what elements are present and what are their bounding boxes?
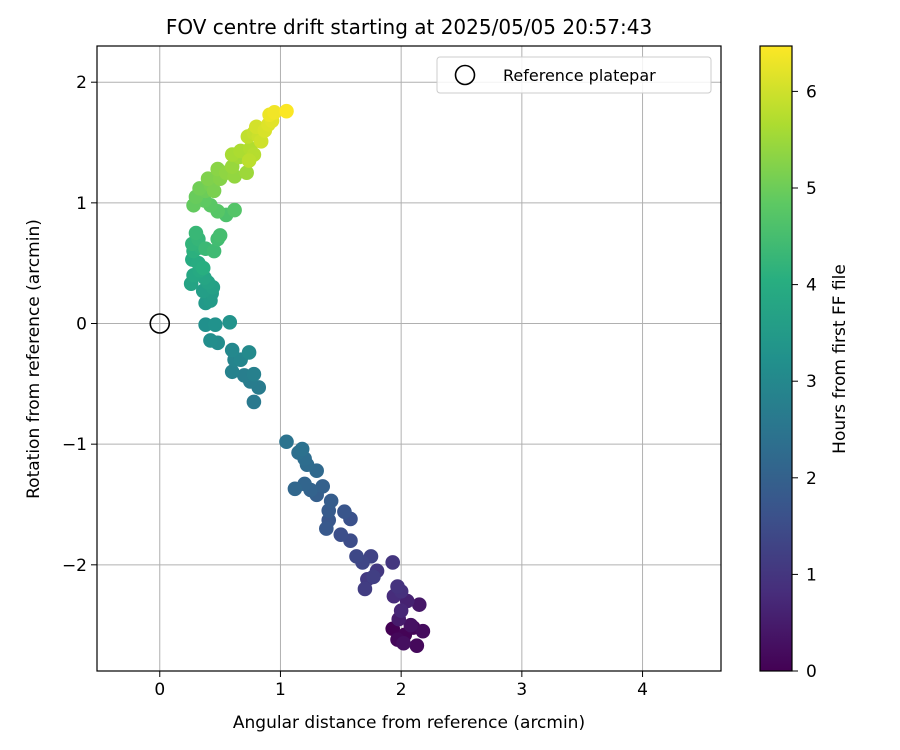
data-point xyxy=(246,366,262,382)
data-point xyxy=(333,527,349,542)
data-point xyxy=(206,243,222,259)
colorbar-tick-label: 5 xyxy=(806,179,817,199)
colorbar-tick-label: 2 xyxy=(806,469,817,489)
data-point xyxy=(207,317,223,333)
x-tick-label: 4 xyxy=(637,680,648,700)
data-points xyxy=(183,103,431,653)
x-tick-label: 0 xyxy=(154,680,165,700)
y-tick-label: 2 xyxy=(76,73,87,93)
data-point xyxy=(390,579,405,594)
reference-platepar-marker xyxy=(149,313,171,334)
data-point xyxy=(279,434,294,450)
data-point xyxy=(206,183,222,199)
data-point xyxy=(323,493,339,509)
data-point xyxy=(411,597,427,612)
data-point xyxy=(212,228,228,243)
x-axis-title: Angular distance from reference (arcmin) xyxy=(233,713,585,733)
data-point xyxy=(403,617,419,633)
legend-box xyxy=(436,56,712,94)
legend: Reference platepar xyxy=(436,56,712,94)
x-tick-label: 3 xyxy=(516,680,527,700)
data-point xyxy=(246,394,262,410)
y-tick-label: −2 xyxy=(62,556,87,576)
colorbar-tick-label: 4 xyxy=(806,276,817,296)
colorbar-gradient xyxy=(759,45,793,672)
y-axis: −2 −1 0 1 2 xyxy=(62,73,97,576)
data-point xyxy=(279,103,294,119)
data-point xyxy=(337,504,352,520)
x-axis: 0 1 2 3 4 xyxy=(154,671,648,700)
plot-frame xyxy=(96,45,722,672)
colorbar-tick-label: 1 xyxy=(806,565,817,585)
data-point xyxy=(227,202,242,218)
data-point xyxy=(393,603,409,618)
legend-marker xyxy=(454,64,476,86)
data-point xyxy=(224,342,240,358)
data-point xyxy=(385,555,401,570)
data-point xyxy=(315,479,331,494)
y-tick-label: 1 xyxy=(76,194,87,214)
colorbar-tick-label: 6 xyxy=(806,82,817,102)
data-point xyxy=(241,345,257,360)
colorbar-label: Hours from first FF file xyxy=(830,264,850,454)
data-point xyxy=(200,171,216,187)
y-tick-label: −1 xyxy=(62,435,87,455)
data-point xyxy=(357,581,373,597)
data-point xyxy=(349,549,364,564)
data-point xyxy=(224,364,240,380)
colorbar-ticks: 0 1 2 3 4 5 6 xyxy=(792,82,817,682)
colorbar-tick-label: 0 xyxy=(806,662,817,682)
data-point xyxy=(294,441,310,457)
legend-label: Reference platepar xyxy=(503,66,656,85)
data-point xyxy=(188,225,204,241)
data-point xyxy=(409,638,425,653)
colorbar: 0 1 2 3 4 5 6 Hours from first FF file xyxy=(759,45,850,682)
chart-title: FOV centre drift starting at 2025/05/05 … xyxy=(166,15,652,39)
data-point xyxy=(415,623,431,639)
data-point xyxy=(319,521,334,536)
data-point xyxy=(267,105,282,120)
data-point xyxy=(222,315,238,330)
y-axis-title: Rotation from reference (arcmin) xyxy=(24,219,44,499)
y-tick-label: 0 xyxy=(76,315,87,335)
data-point xyxy=(287,481,303,497)
data-point xyxy=(396,635,411,651)
x-tick-label: 1 xyxy=(275,680,286,700)
colorbar-tick-label: 3 xyxy=(806,372,817,392)
x-tick-label: 2 xyxy=(396,680,407,700)
data-point xyxy=(203,333,218,348)
data-point xyxy=(241,153,257,168)
data-point xyxy=(239,165,254,180)
data-point xyxy=(366,569,381,585)
grid-lines xyxy=(97,46,721,671)
data-point xyxy=(195,260,211,276)
